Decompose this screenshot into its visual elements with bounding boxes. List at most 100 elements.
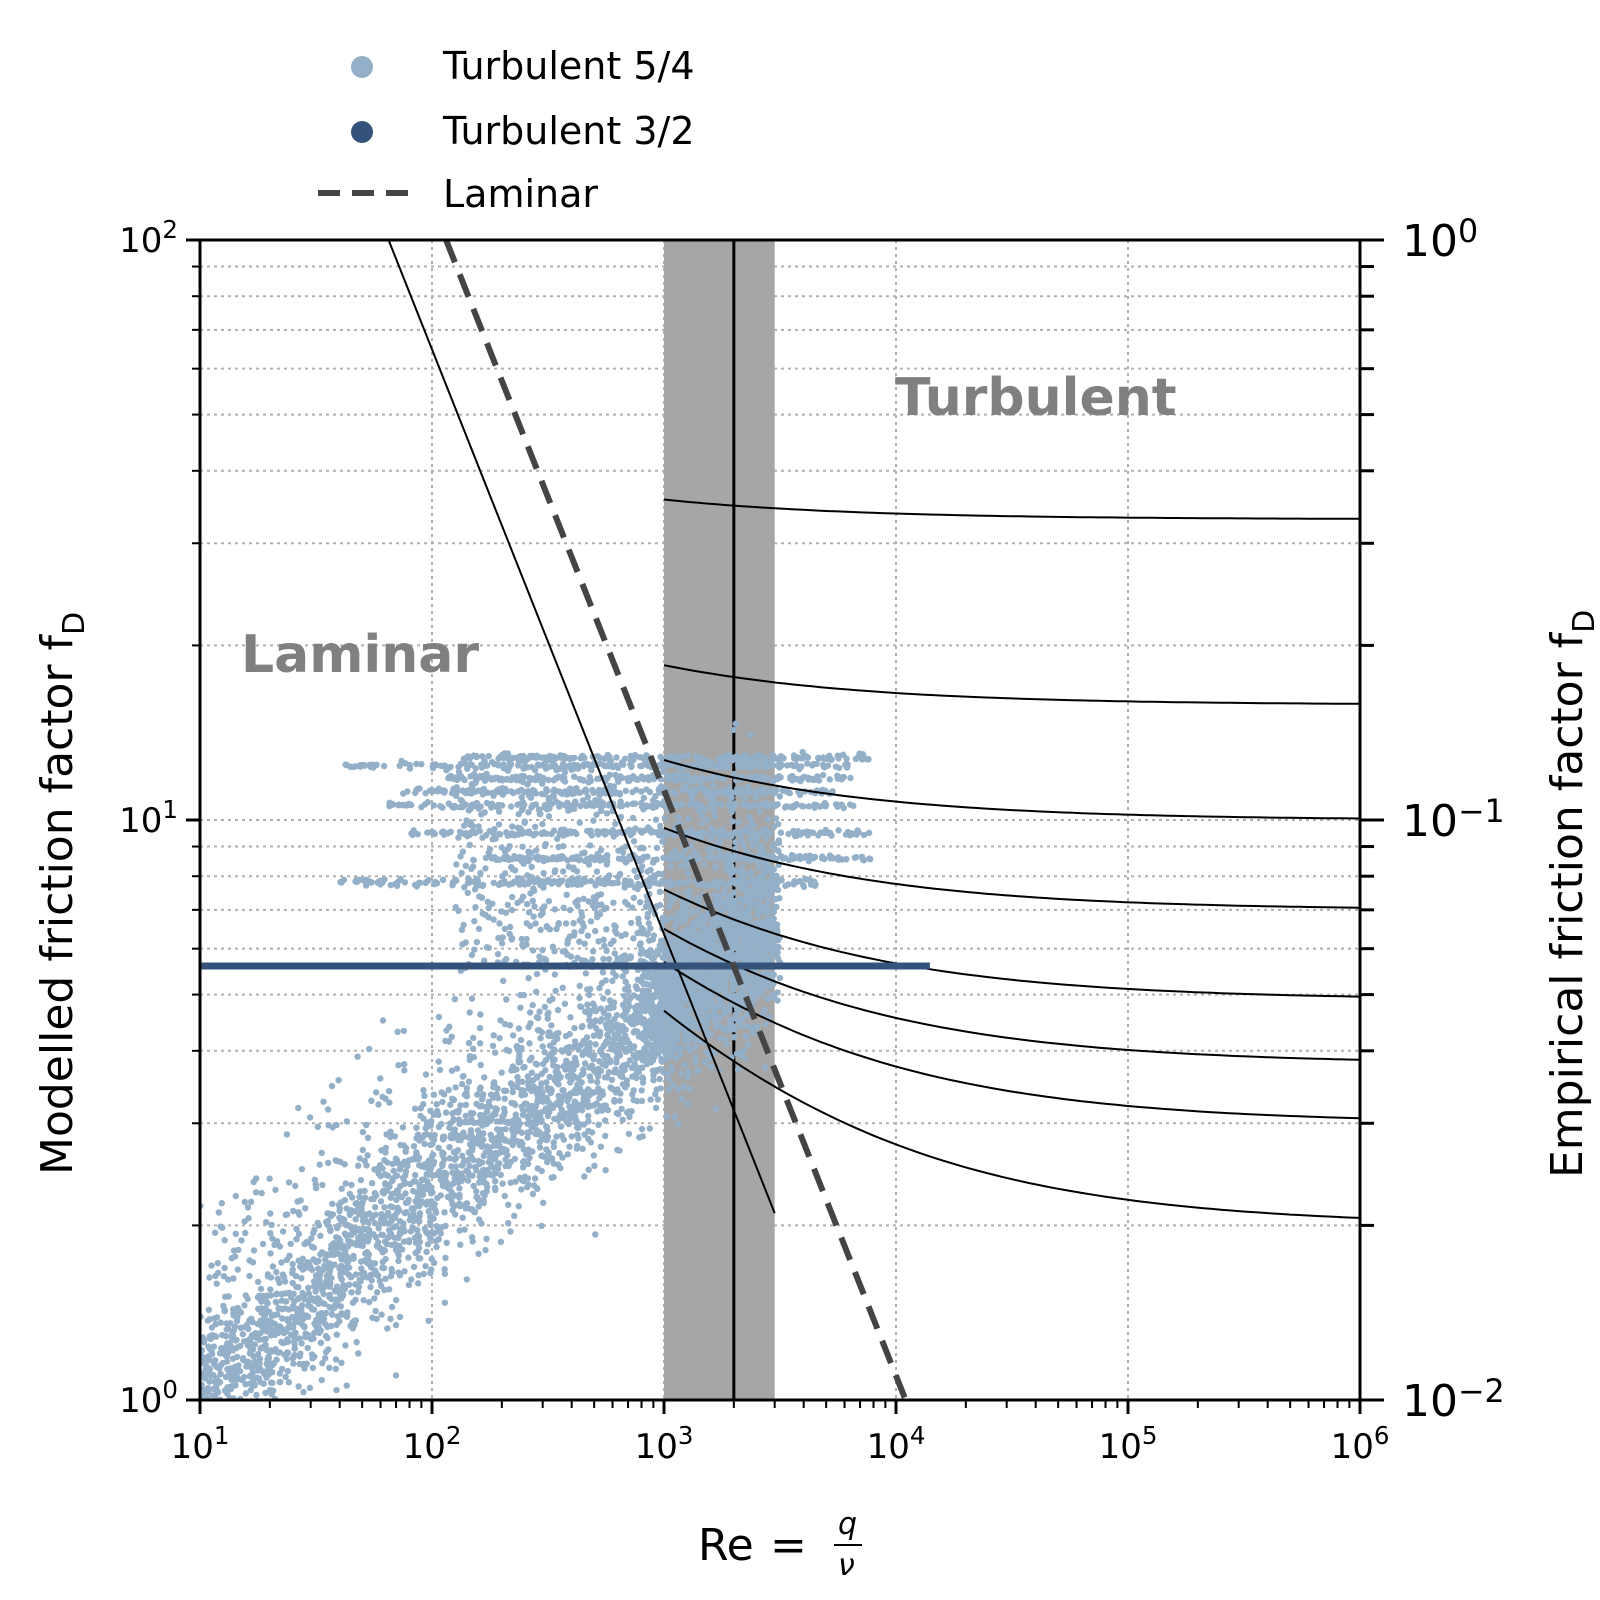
scatter-point xyxy=(751,1024,758,1032)
scatter-point xyxy=(685,1007,692,1015)
scatter-point xyxy=(739,932,746,939)
scatter-point xyxy=(213,1280,220,1287)
scatter-point xyxy=(657,753,664,760)
scatter-point xyxy=(333,1321,340,1329)
scatter-point xyxy=(251,1360,258,1368)
scatter-point xyxy=(524,1150,531,1158)
scatter-point xyxy=(256,1367,263,1374)
scatter-point xyxy=(368,1277,375,1284)
scatter-point xyxy=(430,1091,438,1098)
scatter-point xyxy=(497,1149,504,1156)
scatter-point xyxy=(487,1149,495,1157)
scatter-point xyxy=(311,1176,318,1184)
scatter-point xyxy=(752,955,760,962)
scatter-point xyxy=(496,920,503,927)
scatter-point xyxy=(229,1330,236,1337)
scatter-point xyxy=(660,1004,667,1011)
scatter-point xyxy=(466,1148,474,1155)
scatter-point xyxy=(535,1014,542,1022)
scatter-point xyxy=(497,1017,504,1024)
scatter-point xyxy=(232,1230,239,1238)
scatter-point xyxy=(387,1128,394,1135)
scatter-point xyxy=(372,1267,379,1274)
scatter-point xyxy=(206,1378,213,1385)
scatter-point xyxy=(376,1162,384,1169)
scatter-point xyxy=(320,1290,327,1298)
scatter-point xyxy=(271,1241,278,1249)
scatter-point xyxy=(515,1056,522,1064)
scatter-point xyxy=(420,1087,427,1094)
scatter-point xyxy=(347,1255,354,1262)
scatter-point xyxy=(342,1311,349,1319)
scatter-point xyxy=(575,1135,582,1142)
scatter-point xyxy=(393,1187,401,1194)
scatter-point xyxy=(583,1041,591,1048)
scatter-point xyxy=(600,936,607,943)
scatter-point xyxy=(458,1080,466,1088)
scatter-point xyxy=(213,1401,219,1407)
scatter-point xyxy=(667,863,674,870)
scatter-point xyxy=(298,1340,305,1347)
scatter-point xyxy=(357,1188,364,1195)
scatter-point xyxy=(564,1092,571,1099)
scatter-point xyxy=(578,909,585,916)
scatter-point xyxy=(321,1300,328,1308)
scatter-point xyxy=(528,863,535,870)
scatter-point xyxy=(334,1224,341,1232)
scatter-point xyxy=(775,839,783,847)
scatter-point xyxy=(288,1294,295,1301)
scatter-point xyxy=(770,752,777,759)
scatter-point xyxy=(658,1057,665,1065)
scatter-point xyxy=(395,1257,402,1265)
scatter-point xyxy=(216,1514,222,1520)
scatter-point xyxy=(501,1095,508,1102)
scatter-point xyxy=(205,1306,212,1314)
scatter-point xyxy=(675,1120,682,1128)
scatter-point xyxy=(476,1103,484,1110)
scatter-point xyxy=(471,917,478,925)
scatter-point xyxy=(452,1163,460,1170)
scatter-point xyxy=(605,955,613,963)
scatter-point xyxy=(435,1058,442,1065)
scatter-point xyxy=(761,755,768,762)
scatter-point xyxy=(497,1238,505,1246)
scatter-point xyxy=(427,1235,434,1242)
scatter-point xyxy=(310,1229,317,1237)
scatter-point xyxy=(421,1092,428,1100)
scatter-point xyxy=(235,1308,242,1315)
scatter-point xyxy=(244,1204,252,1211)
scatter-point xyxy=(457,796,465,804)
scatter-point xyxy=(280,1274,288,1281)
scatter-point xyxy=(289,1260,296,1268)
scatter-point xyxy=(295,1104,302,1112)
scatter-point xyxy=(208,1324,216,1331)
scatter-point xyxy=(459,941,466,948)
scatter-point xyxy=(357,1211,364,1218)
scatter-point xyxy=(541,1003,549,1011)
scatter-point xyxy=(519,1140,526,1148)
scatter-point xyxy=(560,1087,567,1094)
scatter-point xyxy=(498,940,506,947)
scatter-point xyxy=(411,1105,419,1112)
scatter-point xyxy=(581,1131,588,1138)
scatter-point xyxy=(604,1013,611,1021)
scatter-point xyxy=(257,1317,264,1325)
scatter-point xyxy=(357,1258,365,1265)
scatter-point xyxy=(716,1035,724,1042)
scatter-point xyxy=(260,1380,267,1387)
transition-band-rect xyxy=(664,240,775,1400)
scatter-point xyxy=(330,1240,337,1247)
scatter-point xyxy=(539,946,546,954)
scatter-point xyxy=(725,931,733,938)
scatter-point xyxy=(743,897,750,904)
scatter-point xyxy=(379,1188,386,1196)
scatter-point xyxy=(455,1109,462,1116)
scatter-point xyxy=(565,1120,572,1128)
scatter-point xyxy=(772,896,779,903)
scatter-point xyxy=(859,751,867,758)
scatter-point xyxy=(704,846,712,854)
scatter-point xyxy=(268,1221,275,1229)
scatter-point xyxy=(647,925,654,932)
scatter-point xyxy=(401,1061,408,1068)
scatter-point xyxy=(557,1164,564,1172)
